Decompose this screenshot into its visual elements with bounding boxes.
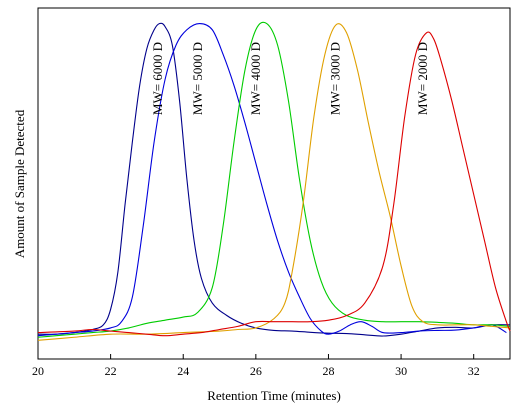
series-line-5	[37, 31, 511, 337]
x-axis-title: Retention Time (minutes)	[207, 388, 341, 403]
x-tick-label: 28	[322, 364, 334, 378]
series-layer	[37, 21, 511, 341]
series-line-2	[37, 22, 507, 337]
plot-frame	[37, 7, 511, 360]
x-tick-label: 30	[395, 364, 407, 378]
series-line-3	[37, 21, 511, 338]
x-tick-label: 26	[250, 364, 262, 378]
x-axis: 20 22 24 26 28 30 32	[32, 354, 480, 378]
series-line-4	[37, 23, 511, 341]
x-tick-label: 24	[177, 364, 189, 378]
peak-label-3: MW= 4000 D	[248, 42, 263, 115]
x-tick-label: 20	[32, 364, 44, 378]
peak-label-1: MW= 6000 D	[150, 42, 165, 115]
peak-label-5: MW= 2000 D	[415, 42, 430, 115]
series-line-1	[37, 22, 511, 337]
peak-label-2: MW= 5000 D	[190, 42, 205, 115]
x-tick-label: 32	[468, 364, 480, 378]
y-axis-title: Amount of Sample Detected	[12, 109, 27, 258]
peak-labels: MW= 6000 D MW= 5000 D MW= 4000 D MW= 3000 D…	[150, 42, 430, 115]
x-tick-label: 22	[105, 364, 117, 378]
peak-label-4: MW= 3000 D	[328, 42, 343, 115]
